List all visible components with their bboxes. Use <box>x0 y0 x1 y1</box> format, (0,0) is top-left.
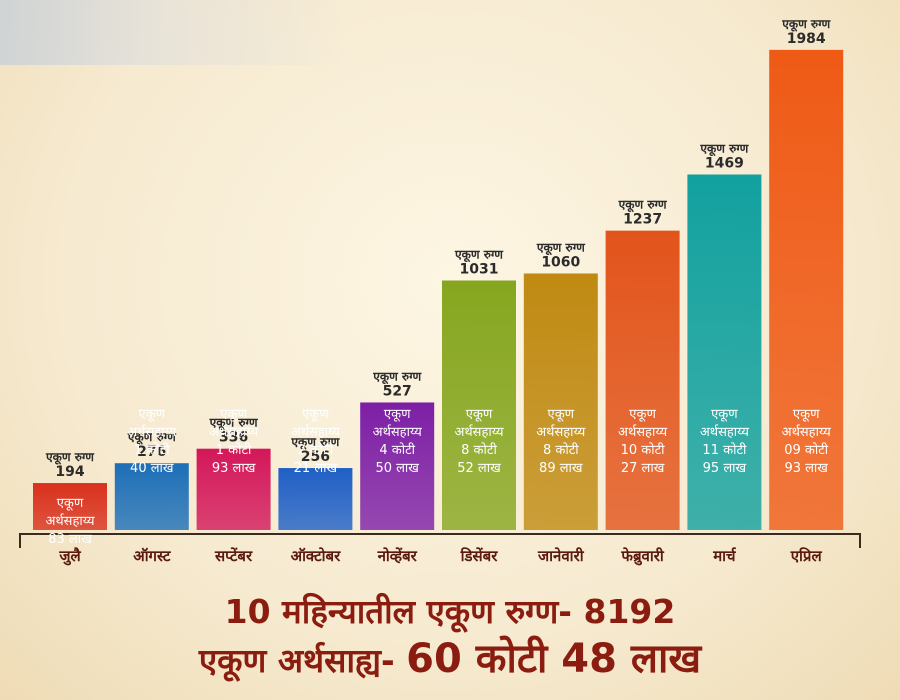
bar-3 <box>278 468 353 530</box>
month-label: जुलै <box>58 547 81 566</box>
summary-block: 10 महिन्यातील एकूण रुग्ण- 8192 एकूण अर्थ… <box>0 590 900 686</box>
bar-aid-text: 1 कोटी <box>216 442 252 458</box>
total-aid-amount: 60 कोटी 48 लाख <box>406 636 702 682</box>
bar-value-label: 1237 <box>623 212 662 228</box>
bar-value-label: 527 <box>383 383 412 399</box>
bar-7 <box>605 230 680 530</box>
bar-value-label: 1984 <box>787 31 826 47</box>
bar-aid-text: एकूण <box>466 407 493 422</box>
month-label: ऑगस्ट <box>133 547 172 565</box>
bar-8 <box>687 174 762 530</box>
bar-aid-text: एकूण <box>57 496 84 511</box>
bar-aid-text: एकूण <box>711 407 738 422</box>
bar-aid-text: एकूण <box>793 407 820 422</box>
bar-aid-text: 93 लाख <box>784 461 828 476</box>
bar-aid-text: 40 लाख <box>130 461 174 476</box>
bar-aid-text: अर्थसहाय्य <box>618 424 668 440</box>
bar-value-label: 336 <box>219 430 248 446</box>
bar-aid-text: 52 लाख <box>457 461 501 476</box>
bar-label-prefix: एकूण रुग्ण <box>290 435 340 450</box>
bar-5 <box>442 280 516 530</box>
bar-value-label: 1469 <box>705 156 744 172</box>
month-label: फेब्रुवारी <box>620 547 664 566</box>
bar-value-label: 194 <box>55 464 84 480</box>
bar-aid-text: 83 लाख <box>48 532 92 547</box>
header-photo-strip <box>0 0 350 65</box>
bar-0 <box>33 483 107 530</box>
month-label: डिसेंबर <box>460 547 499 565</box>
bar-aid-text: अर्थसहाय्य <box>291 424 341 440</box>
bar-aid-text: 50 लाख <box>375 461 419 476</box>
bar-label-prefix: एकूण रुग्ण <box>454 247 504 262</box>
bar-value-label: 256 <box>301 449 330 465</box>
bar-label-prefix: एकूण रुग्ण <box>536 240 586 255</box>
bar-aid-text: अर्थसहाय्य <box>700 424 750 440</box>
bar-label-prefix: एकूण रुग्ण <box>45 450 95 465</box>
bar-aid-text: 89 लाख <box>539 461 583 476</box>
bar-aid-text: 10 कोटी <box>621 442 666 458</box>
month-label: एप्रिल <box>790 547 823 565</box>
month-label: मार्च <box>712 547 737 565</box>
bar-aid-text: अर्थसहाय्य <box>536 424 586 440</box>
bar-aid-text: एकूण <box>548 407 575 422</box>
bar-value-label: 1031 <box>460 261 499 277</box>
bar-aid-text: 21 लाख <box>294 461 338 476</box>
bar-aid-text: 11 कोटी <box>702 442 747 458</box>
bar-aid-text: अर्थसहाय्य <box>782 424 832 440</box>
bar-value-label: 1060 <box>541 254 580 270</box>
month-label: ऑक्टोबर <box>291 547 342 565</box>
bar-aid-text: अर्थसहाय्य <box>373 424 423 440</box>
bar-2 <box>196 448 271 530</box>
bar-1 <box>114 463 189 530</box>
bar-aid-text: अर्थसहाय्य <box>454 424 504 440</box>
bar-aid-text: एकूण <box>384 407 411 422</box>
bar-6 <box>523 273 598 530</box>
bar-aid-text: 8 कोटी <box>461 442 497 458</box>
month-label: नोव्हेंबर <box>377 547 418 565</box>
bar-label-prefix: एकूण रुग्ण <box>781 17 831 32</box>
axis-bracket <box>19 533 861 548</box>
bar-aid-text: एकूण <box>139 407 166 422</box>
bar-label-prefix: एकूण रुग्ण <box>372 369 422 384</box>
bar-aid-text: 2 कोटी <box>298 442 334 458</box>
bar-aid-text: 4 कोटी <box>379 442 415 458</box>
bar-label-prefix: एकूण रुग्ण <box>209 416 259 431</box>
bar-aid-text: अर्थसहाय्य <box>209 424 259 440</box>
bar-aid-text: एकूण <box>220 407 247 422</box>
bar-aid-text: एकूण <box>629 407 656 422</box>
bar-label-prefix: एकूण रुग्ण <box>618 198 668 213</box>
bar-aid-text: 8 कोटी <box>543 442 579 458</box>
month-label: जानेवारी <box>537 547 585 565</box>
bar-aid-text: अर्थसहाय्य <box>127 424 177 440</box>
bar-aid-text: अर्थसहाय्य <box>45 513 95 529</box>
bar-label-prefix: एकूण रुग्ण <box>699 142 749 157</box>
bar-label-prefix: एकूण रुग्ण <box>127 430 177 445</box>
total-patients-summary: 10 महिन्यातील एकूण रुग्ण- 8192 <box>224 592 676 631</box>
bar-value-label: 276 <box>137 444 166 460</box>
total-aid-summary: एकूण अर्थसाह्य- 60 कोटी 48 लाख <box>0 634 900 686</box>
bar-aid-text: 95 लाख <box>703 461 747 476</box>
bar-aid-text: 27 लाख <box>621 461 665 476</box>
bar-aid-text: एकूण <box>302 407 329 422</box>
bar-9 <box>769 49 844 530</box>
bar-aid-text: 93 लाख <box>212 461 256 476</box>
month-label: सप्टेंबर <box>214 547 253 565</box>
bar-aid-text: 09 कोटी <box>784 442 829 458</box>
total-aid-prefix: एकूण अर्थसाह्य- <box>198 641 395 680</box>
bar-4 <box>360 402 435 530</box>
bar-aid-text: 1 कोटी <box>134 442 170 458</box>
